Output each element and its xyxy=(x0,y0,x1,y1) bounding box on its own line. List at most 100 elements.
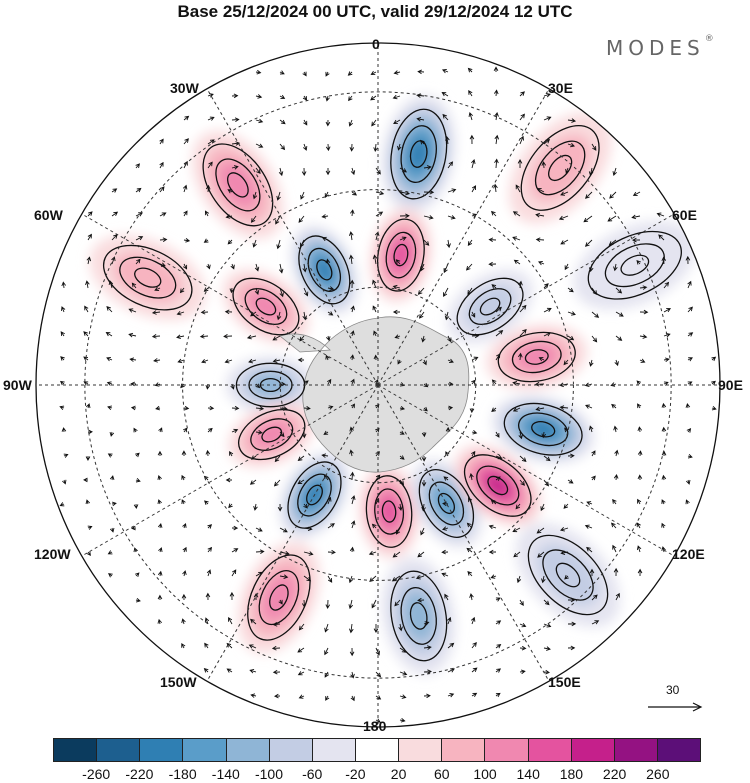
wind-vector-arrow xyxy=(589,568,595,577)
anomaly-shading xyxy=(573,220,697,310)
wind-vector-arrow xyxy=(471,450,476,457)
wind-vector-arrow xyxy=(300,191,305,200)
wind-vector-arrow xyxy=(277,503,283,512)
wind-vector-arrow xyxy=(466,547,473,553)
wind-vector-arrow xyxy=(87,233,92,241)
wind-vector-arrow xyxy=(159,212,167,217)
wind-vector-arrow xyxy=(207,116,215,121)
wind-vector-arrow xyxy=(637,568,643,577)
wind-vector-arrow xyxy=(303,503,308,509)
wind-vector-arrow xyxy=(467,571,473,577)
streamline-contour xyxy=(202,143,274,227)
wind-vector-arrow xyxy=(109,431,115,437)
wind-vector-arrow xyxy=(375,190,385,196)
wind-vector-arrow xyxy=(417,69,425,75)
wind-vector-arrow xyxy=(663,357,670,363)
wind-vector-arrow xyxy=(392,551,401,558)
wind-vector-arrow xyxy=(447,405,454,411)
wind-vector-arrow xyxy=(420,527,425,536)
wind-vector-arrow xyxy=(373,354,379,361)
wind-vector-arrow xyxy=(639,285,648,290)
streamline-contour xyxy=(390,108,448,200)
meridian-line xyxy=(377,384,683,562)
wind-vector-arrow xyxy=(397,359,402,365)
wind-vector-arrow xyxy=(518,352,523,361)
wind-vector-arrow xyxy=(279,70,285,75)
streamline-contour xyxy=(620,254,650,276)
wind-vector-arrow xyxy=(567,645,576,651)
wind-vector-arrow xyxy=(349,647,355,657)
meridian-line xyxy=(201,384,379,690)
wind-vector-arrow xyxy=(519,479,525,486)
streamline-contour xyxy=(463,454,532,517)
wind-vector-arrow xyxy=(639,309,649,315)
wind-vector-arrow xyxy=(421,479,427,487)
wind-vector-arrow xyxy=(151,334,161,339)
wind-vector-arrow xyxy=(423,669,432,675)
wind-vector-arrow xyxy=(491,210,497,217)
streamline-contour xyxy=(524,349,549,365)
wind-vector-arrow xyxy=(371,523,377,529)
wind-vector-arrow xyxy=(135,478,141,483)
wind-vector-arrow xyxy=(517,158,523,169)
wind-vector-arrow xyxy=(83,381,89,386)
wind-vector-arrow xyxy=(423,239,430,246)
wind-vector-arrow xyxy=(60,356,65,361)
streamline-contour xyxy=(527,534,609,616)
wind-vector-arrow xyxy=(321,453,329,458)
latitude-circle xyxy=(84,91,672,679)
wind-vector-arrow xyxy=(59,380,65,386)
anomaly-shading xyxy=(112,252,183,304)
wind-vector-arrow xyxy=(250,693,257,698)
wind-vector-arrow xyxy=(351,191,358,196)
wind-vector-arrow xyxy=(203,287,209,292)
wind-vector-arrow xyxy=(612,544,617,553)
wind-vector-arrow xyxy=(302,263,308,273)
wind-vector-arrow xyxy=(176,334,185,340)
wind-vector-arrow xyxy=(417,287,425,295)
wind-vector-arrow xyxy=(636,545,642,553)
wind-vector-arrow xyxy=(255,167,261,175)
wind-vector-arrow xyxy=(182,570,187,577)
wind-vector-arrow xyxy=(591,475,596,481)
wind-vector-arrow xyxy=(181,618,186,625)
wind-vector-arrow xyxy=(372,305,377,313)
wind-vector-arrow xyxy=(275,215,281,225)
colorbar-segment xyxy=(442,739,486,761)
streamline-contour xyxy=(520,124,600,211)
wind-vector-arrow xyxy=(303,119,308,126)
wind-vector-arrow xyxy=(276,311,282,321)
wind-vector-arrow xyxy=(512,527,521,533)
wind-vector-arrow xyxy=(182,184,188,193)
wind-vector-arrow xyxy=(134,572,140,578)
colorbar-segment xyxy=(140,739,184,761)
streamline-contour xyxy=(517,412,569,447)
wind-vector-arrow xyxy=(443,476,449,481)
wind-vector-arrow xyxy=(423,382,429,388)
wind-vector-arrow xyxy=(392,309,401,315)
wind-vector-arrow xyxy=(135,236,144,241)
wind-vector-arrow xyxy=(327,575,333,583)
wind-vector-arrow xyxy=(276,191,281,201)
wind-vector-arrow xyxy=(86,256,92,265)
wind-vector-arrow xyxy=(564,263,569,271)
wind-vector-arrow xyxy=(471,185,477,193)
wind-vector-arrow xyxy=(87,211,93,217)
wind-vector-arrow xyxy=(442,113,449,121)
wind-vector-arrow xyxy=(229,591,235,601)
wind-vector-arrow xyxy=(349,354,355,361)
wind-vector-arrow xyxy=(250,215,257,223)
wind-vector-arrow xyxy=(607,215,617,222)
wind-vector-arrow xyxy=(560,191,569,196)
anomaly-shading xyxy=(253,420,291,449)
colorbar-segment xyxy=(528,739,572,761)
wind-vector-arrow xyxy=(422,359,427,366)
wind-vector-arrow xyxy=(636,380,642,386)
wind-vector-arrow xyxy=(181,593,187,601)
wind-vector-arrow xyxy=(584,239,593,247)
wind-vector-arrow xyxy=(327,378,332,385)
wind-vector-arrow xyxy=(512,211,521,217)
wind-vector-arrow xyxy=(181,499,186,505)
streamline-contour xyxy=(418,469,475,538)
wind-vector-arrow xyxy=(494,158,499,169)
